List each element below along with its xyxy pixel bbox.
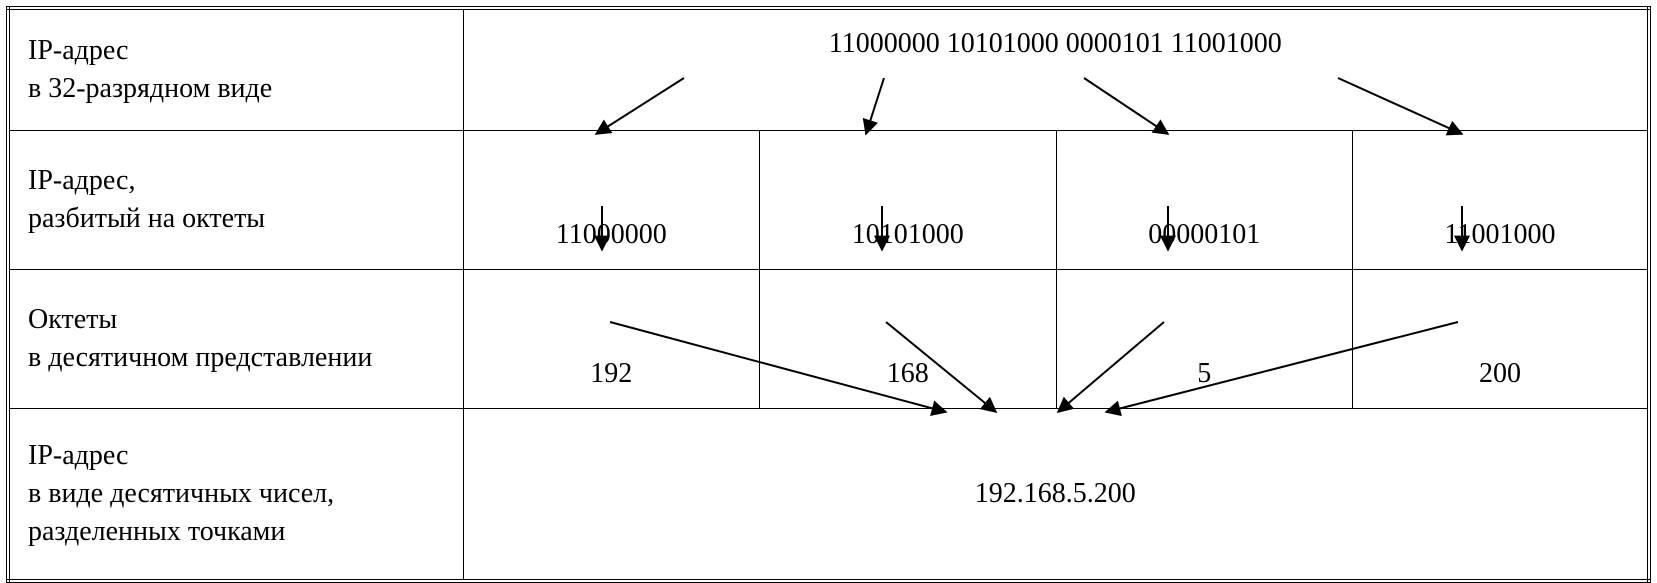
row-octets-dec: Октеты в десятичном представлении 192 16… [8, 270, 1649, 409]
label-dotted-line2: в виде десятичных чисел, [28, 478, 334, 509]
value-dotted: 192.168.5.200 [463, 409, 1649, 582]
label-dotted-line1: IP-адрес [28, 440, 128, 471]
ip-address-table: IP-адрес в 32-разрядном виде 11000000 10… [6, 6, 1651, 583]
label-octets-dec-line1: Октеты [28, 304, 117, 335]
label-octets-bin-line2: разбитый на октеты [28, 203, 265, 234]
label-octets-bin-line1: IP-адрес, [28, 165, 135, 196]
label-32bit-line2: в 32-разрядном виде [28, 73, 272, 104]
label-dotted-line3: разделенных точками [28, 516, 285, 547]
row-32bit: IP-адрес в 32-разрядном виде 11000000 10… [8, 8, 1649, 131]
octet-bin-1: 11000000 [463, 131, 760, 270]
row-dotted: IP-адрес в виде десятичных чисел, раздел… [8, 409, 1649, 582]
octet-dec-2: 168 [760, 270, 1057, 409]
label-dotted: IP-адрес в виде десятичных чисел, раздел… [8, 409, 463, 582]
label-32bit-line1: IP-адрес [28, 35, 128, 66]
label-octets-dec: Октеты в десятичном представлении [8, 270, 463, 409]
row-octets-bin: IP-адрес, разбитый на октеты 11000000 10… [8, 131, 1649, 270]
octet-dec-1: 192 [463, 270, 760, 409]
octet-bin-4: 11001000 [1353, 131, 1650, 270]
octet-bin-3: 00000101 [1056, 131, 1353, 270]
octet-dec-3: 5 [1056, 270, 1353, 409]
label-octets-bin: IP-адрес, разбитый на октеты [8, 131, 463, 270]
octet-dec-4: 200 [1353, 270, 1650, 409]
value-32bit: 11000000 10101000 0000101 11001000 [463, 8, 1649, 131]
ip-diagram-container: IP-адрес в 32-разрядном виде 11000000 10… [0, 0, 1657, 545]
octet-bin-2: 10101000 [760, 131, 1057, 270]
label-octets-dec-line2: в десятичном представлении [28, 342, 372, 373]
label-32bit: IP-адрес в 32-разрядном виде [8, 8, 463, 131]
